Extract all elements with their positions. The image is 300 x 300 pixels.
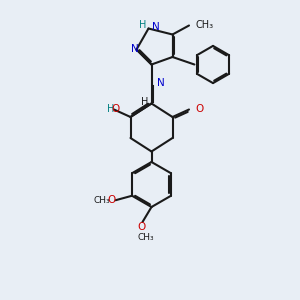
Text: H: H — [141, 97, 148, 107]
Text: CH₃: CH₃ — [196, 20, 214, 31]
Text: O: O — [196, 104, 204, 115]
Text: N: N — [152, 22, 160, 32]
Text: O: O — [138, 221, 146, 232]
Text: H: H — [140, 20, 147, 30]
Text: H: H — [106, 104, 114, 115]
Text: O: O — [111, 104, 120, 114]
Text: CH₃: CH₃ — [137, 232, 154, 242]
Text: N: N — [157, 77, 165, 88]
Text: CH₃: CH₃ — [94, 196, 110, 205]
Text: O: O — [107, 195, 115, 205]
Text: N: N — [131, 44, 139, 55]
